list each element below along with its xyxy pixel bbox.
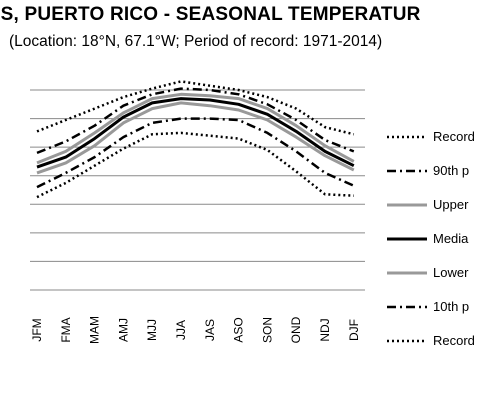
legend-swatch (387, 135, 427, 139)
legend-swatch (387, 169, 427, 173)
legend-label: Record (433, 129, 475, 144)
x-tick-label: DJF (347, 319, 361, 341)
series-line-3 (36, 92, 355, 165)
x-tick-label: ASO (232, 317, 246, 342)
legend-label: Media (433, 231, 469, 246)
legend-swatch (387, 203, 427, 207)
chart-title: AJAS, PUERTO RICO - SEASONAL TEMPERATUR (0, 4, 421, 25)
legend-swatch (387, 305, 427, 309)
x-tick-label: JAS (203, 319, 217, 341)
legend-label: 10th p (433, 299, 470, 314)
x-tick-label: MAM (88, 316, 102, 344)
series-line-7 (36, 131, 354, 199)
chart-subtitle: (Location: 18°N, 67.1°W; Period of recor… (9, 33, 383, 50)
x-tick-label: MJJ (145, 319, 159, 341)
legend-swatch (387, 271, 427, 275)
legend-swatch (387, 339, 427, 343)
x-tick-label: OND (289, 316, 303, 343)
x-tick-label: JFM (30, 318, 44, 341)
x-tick-label: SON (260, 317, 274, 343)
series-line-2 (36, 87, 355, 155)
x-tick-label: FMA (59, 317, 73, 342)
series-line-1 (36, 80, 355, 136)
series-lines (36, 80, 355, 199)
series-line-5 (36, 101, 355, 175)
series-line-4 (36, 97, 355, 169)
legend-label: Upper (433, 197, 469, 212)
x-tick-label: JJA (174, 320, 188, 340)
series-line-6 (36, 117, 355, 189)
legend-label: 90th p (433, 163, 470, 178)
gridlines (30, 89, 365, 291)
legend-label: Lower (433, 265, 469, 280)
x-tick-label: AMJ (116, 318, 130, 342)
x-tick-label: NDJ (318, 318, 332, 341)
legend-swatch (387, 237, 427, 241)
x-tick-labels: JFM FMA MAM AMJ MJJ JJA JAS ASO SON OND NDJ DJF (30, 316, 361, 344)
legend-label: Record (433, 333, 475, 348)
